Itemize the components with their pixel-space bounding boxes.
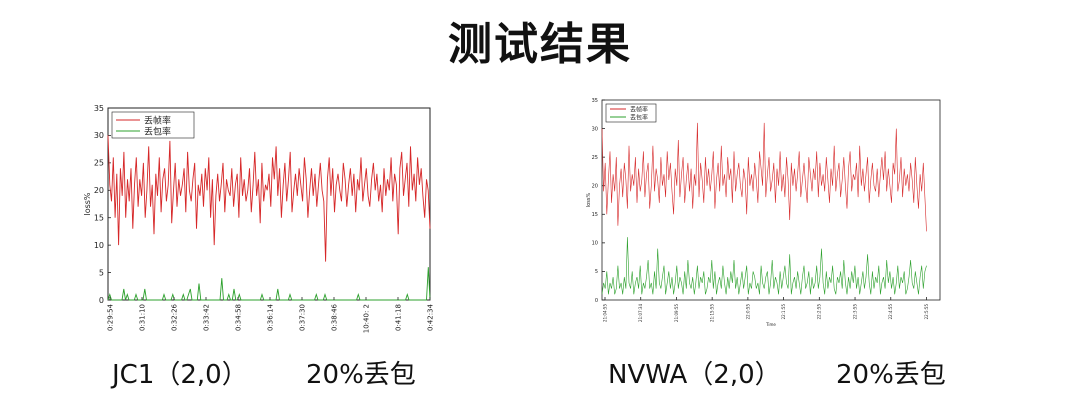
y-tick-label: 25 (592, 155, 598, 161)
x-axis-label: Time (765, 322, 776, 327)
left-chart-svg: 0 5 10 15 20 25 30 35 loss% 0:29:54 0:31:10 0:32:26… (83, 104, 434, 333)
x-tick-label: 0:32:26 (170, 303, 178, 331)
right-caption-loss: 20%丢包 (836, 360, 946, 390)
plot-frame (601, 99, 941, 301)
right-chart-svg: 0 5 10 15 20 25 30 35 loss% 21:04:55 21:07:34 21:09… (586, 98, 941, 327)
legend-label: 丢帧率 (144, 114, 171, 126)
y-tick-label: 35 (592, 98, 598, 104)
x-tick-label: 0:36:14 (266, 303, 274, 331)
x-tick-label: 0:33:42 (202, 304, 210, 331)
y-tick-label: 30 (592, 126, 598, 132)
series-line-packet-loss (107, 267, 431, 301)
y-tick-label: 15 (94, 214, 104, 223)
x-tick-label: 0:37:30 (298, 304, 306, 331)
x-tick-label: 0:41:18 (394, 304, 402, 331)
y-tick-label: 20 (94, 186, 104, 195)
x-tick-label: 0:38:46 (330, 303, 338, 331)
x-tick-label: 0:42:34 (426, 303, 434, 331)
legend-box (111, 111, 195, 139)
x-tick-label: 22:2:55 (817, 304, 822, 320)
x-tick-label: 0:31:10 (138, 304, 146, 331)
y-tick-label: 0 (99, 296, 104, 305)
series-line-packet-loss (601, 237, 927, 295)
y-axis-label: loss% (83, 192, 92, 215)
y-tick-label: 5 (595, 269, 598, 275)
y-tick-label: 25 (94, 159, 104, 168)
x-tick-label: 21:15:55 (710, 304, 715, 322)
left-caption-loss: 20%丢包 (306, 360, 416, 390)
y-tick-label: 30 (94, 131, 104, 140)
legend-label: 丢帧率 (630, 105, 648, 113)
x-tick-label: 22:1:55 (781, 304, 786, 320)
x-tick-label: 22:3:55 (852, 304, 857, 320)
x-tick-label: 22:4:55 (888, 304, 893, 320)
legend-label: 丢包率 (630, 113, 648, 121)
page-title: 测试结果 (448, 19, 632, 70)
y-tick-label: 0 (595, 298, 598, 304)
right-chart: 0 5 10 15 20 25 30 35 loss% 21:04:55 21:07:34 21:09… (580, 95, 950, 335)
x-tick-label: 21:07:34 (638, 304, 643, 322)
left-caption-name: JC1（2,0） (112, 360, 248, 390)
x-tick-label: 0:29:54 (106, 303, 114, 331)
x-tick-label: 10:40: 2 (362, 304, 370, 333)
x-tick-label: 21:09:55 (674, 304, 679, 322)
legend-label: 丢包率 (144, 125, 171, 137)
series-line-frame-loss (107, 135, 431, 262)
y-tick-label: 15 (592, 212, 598, 218)
y-tick-label: 10 (94, 241, 104, 250)
y-tick-label: 5 (99, 268, 104, 277)
y-axis-label: loss% (586, 193, 592, 208)
x-tick-label: 21:04:55 (602, 304, 607, 322)
left-chart: 0 5 10 15 20 25 30 35 loss% 0:29:54 0:31:10 0:32:26… (78, 100, 448, 335)
x-tick-label: 22:5:55 (924, 304, 929, 320)
series-line-frame-loss (601, 122, 927, 232)
y-tick-label: 10 (592, 241, 598, 247)
x-tick-label: 0:34:58 (234, 304, 242, 331)
x-tick-label: 22:0:55 (745, 304, 750, 320)
y-tick-label: 35 (94, 104, 104, 113)
y-tick-label: 20 (592, 183, 598, 189)
right-caption-name: NVWA（2,0） (608, 360, 781, 390)
